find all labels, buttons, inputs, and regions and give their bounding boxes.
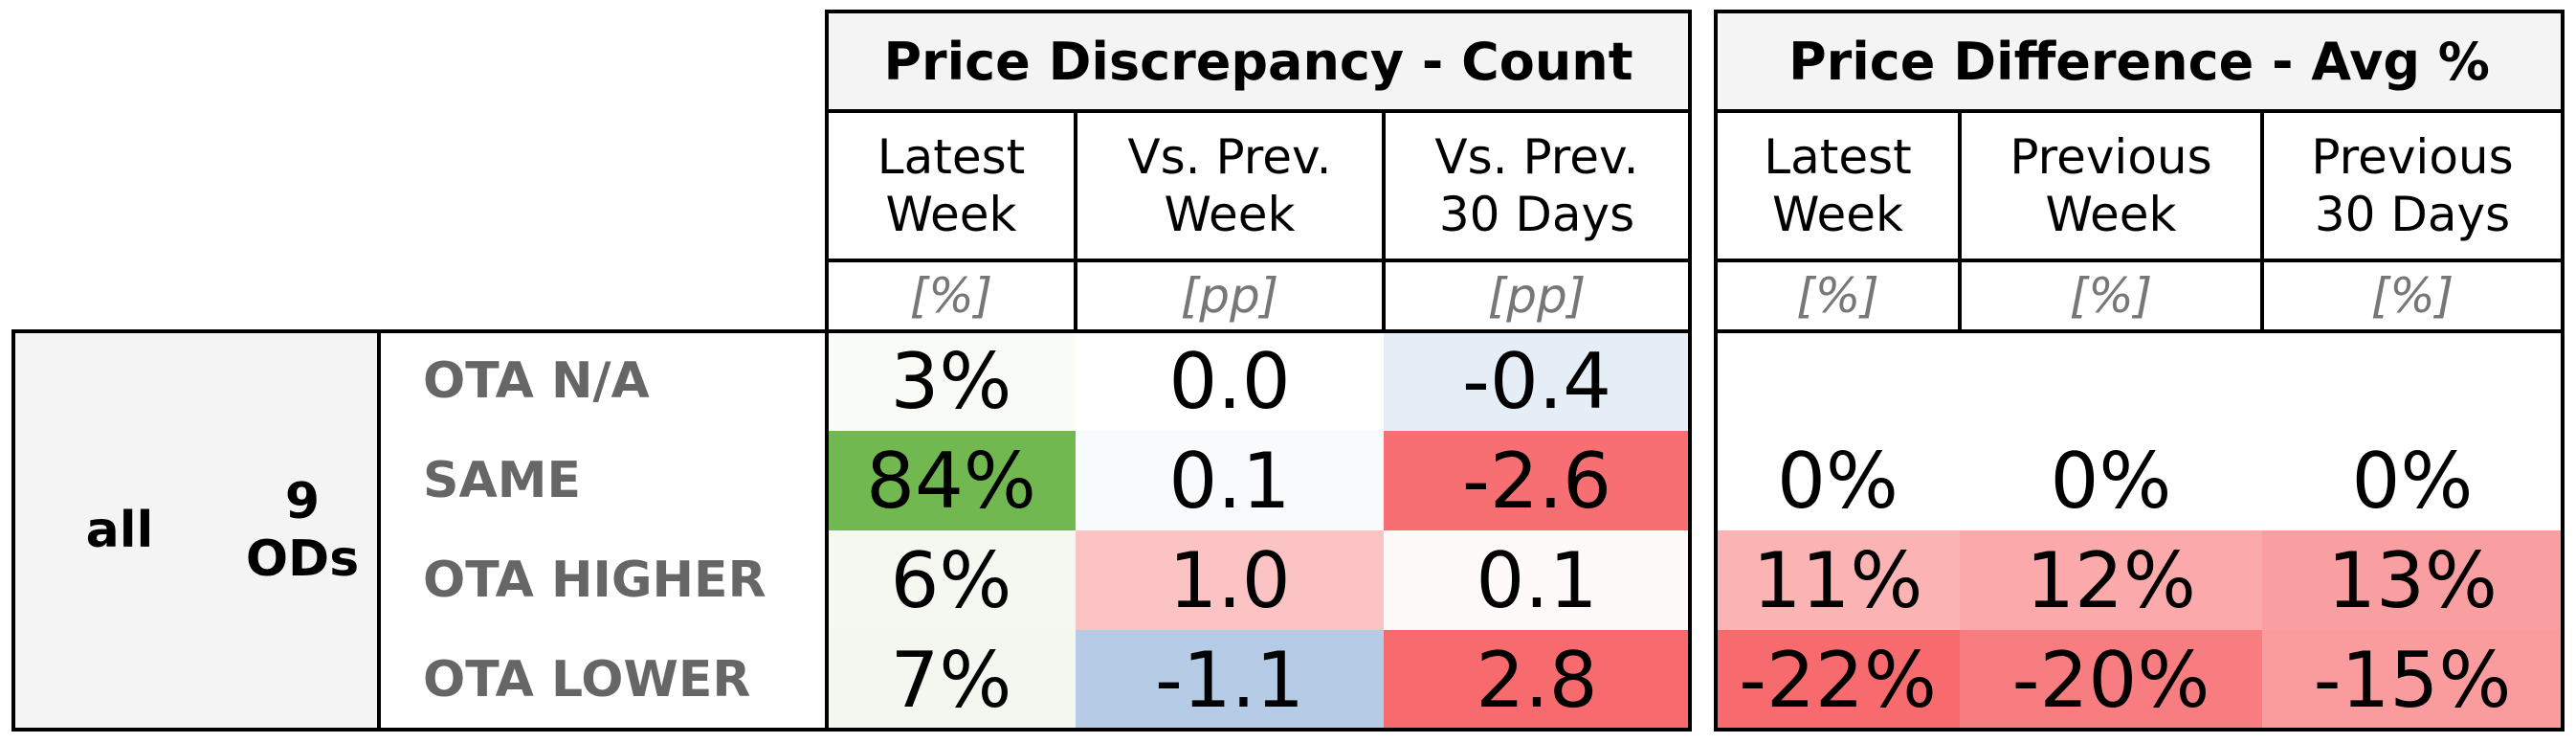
value-cell: 13% (2262, 530, 2563, 630)
group-title: Price Discrepancy - Count (827, 11, 1690, 111)
value-cell: 0.1 (1076, 431, 1384, 530)
value-cell: -0.4 (1384, 331, 1690, 431)
value-cell: 0% (2262, 431, 2563, 530)
column-unit: [%] (2370, 268, 2454, 324)
group-title: Price Difference - Avg % (1716, 11, 2563, 111)
grid-line (827, 329, 1692, 333)
column-header: Latest Week (1764, 129, 1912, 242)
value-cell: 0.0 (1076, 331, 1384, 431)
column-header: Vs. Prev. Week (1127, 129, 1332, 242)
grid-line (1382, 109, 1386, 333)
value-cell: 0.1 (1384, 530, 1690, 630)
grid-line (1716, 259, 2565, 262)
grid-line (1074, 109, 1077, 333)
column-unit: [%] (1796, 268, 1879, 324)
value-cell: 84% (827, 431, 1076, 530)
value-cell: -20% (1960, 630, 2262, 730)
value-cell: -1.1 (1076, 630, 1384, 730)
value-cell: 3% (827, 331, 1076, 431)
column-header: Latest Week (877, 129, 1026, 242)
value-cell: 1.0 (1076, 530, 1384, 630)
grid-line (825, 10, 829, 732)
grid-line (13, 728, 829, 732)
value-cell: -22% (1716, 630, 1960, 730)
row-label: OTA HIGHER (423, 552, 766, 609)
segment-label: all (85, 502, 154, 559)
grid-line (13, 329, 829, 333)
column-header: Previous Week (2010, 129, 2212, 242)
value-cell: 7% (827, 630, 1076, 730)
ods-label: 9 ODs (245, 473, 360, 588)
grid-line (1714, 10, 1718, 732)
value-cell (1960, 331, 2262, 431)
column-header: Previous 30 Days (2311, 129, 2514, 242)
value-cell: 12% (1960, 530, 2262, 630)
grid-line (2561, 10, 2565, 732)
grid-line (827, 10, 1692, 13)
row-label: SAME (423, 452, 581, 509)
grid-line (2260, 109, 2264, 333)
grid-line (1716, 728, 2565, 732)
value-cell: 0% (1716, 431, 1960, 530)
value-cell: -15% (2262, 630, 2563, 730)
value-cell: 2.8 (1384, 630, 1690, 730)
grid-line (1716, 10, 2565, 13)
grid-line (827, 728, 1692, 732)
value-cell: 11% (1716, 530, 1960, 630)
row-group-panel (13, 331, 379, 730)
grid-line (377, 329, 381, 732)
value-cell (1716, 331, 1960, 431)
column-unit: [pp] (1180, 268, 1279, 324)
value-cell: -2.6 (1384, 431, 1690, 530)
column-unit: [%] (909, 268, 993, 324)
value-cell: 6% (827, 530, 1076, 630)
column-unit: [%] (2069, 268, 2153, 324)
grid-line (827, 259, 1692, 262)
grid-line (827, 109, 1692, 113)
column-unit: [pp] (1487, 268, 1587, 324)
column-header: Vs. Prev. 30 Days (1434, 129, 1639, 242)
row-label: OTA N/A (423, 352, 650, 410)
grid-line (1958, 109, 1962, 333)
grid-line (1688, 10, 1692, 732)
value-cell (2262, 331, 2563, 431)
grid-line (1716, 109, 2565, 113)
grid-line (1716, 329, 2565, 333)
grid-line (11, 329, 15, 732)
row-label: OTA LOWER (423, 651, 751, 709)
value-cell: 0% (1960, 431, 2262, 530)
